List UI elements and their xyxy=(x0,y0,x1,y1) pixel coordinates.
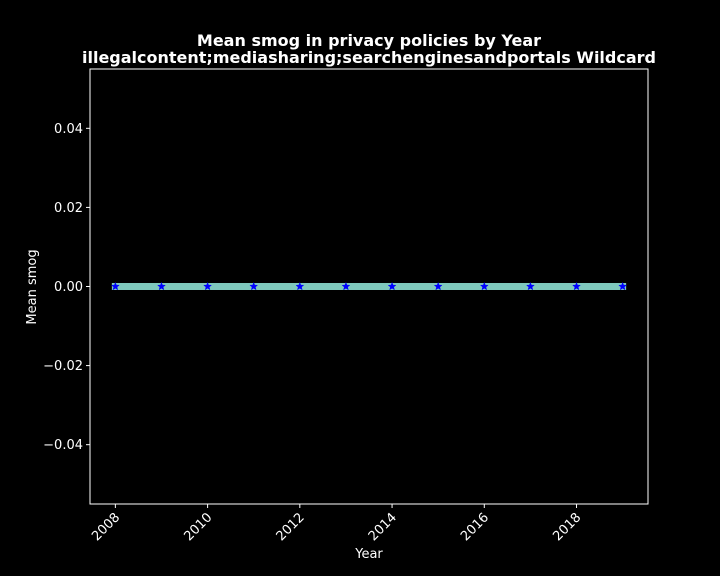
data-point-marker xyxy=(249,281,259,291)
y-tick-label: 0.00 xyxy=(54,280,83,295)
series-layer xyxy=(110,281,628,291)
data-point-marker xyxy=(387,281,397,291)
y-tick-label: 0.04 xyxy=(54,122,83,137)
y-axis-label: Mean smog xyxy=(25,249,40,324)
data-point-marker xyxy=(341,281,351,291)
y-axis-ticks: 0.04 0.02 0.00 −0.02 −0.04 xyxy=(43,122,90,453)
data-point-marker xyxy=(203,281,213,291)
data-point-marker xyxy=(479,281,489,291)
y-tick-label: −0.02 xyxy=(43,359,83,374)
data-point-marker xyxy=(572,281,581,291)
x-axis-label: Year xyxy=(354,547,383,562)
data-point-marker xyxy=(295,281,305,291)
y-tick-label: 0.02 xyxy=(54,201,83,216)
chart-title: Mean smog in privacy policies by Year xyxy=(197,31,541,50)
chart-subtitle: illegalcontent;mediasharing;searchengine… xyxy=(82,48,656,67)
data-point-marker xyxy=(433,281,443,291)
y-tick-label: −0.04 xyxy=(43,438,83,453)
data-point-marker xyxy=(110,281,120,291)
data-point-marker xyxy=(525,281,535,291)
data-point-marker xyxy=(157,281,166,291)
data-point-marker xyxy=(618,281,628,291)
